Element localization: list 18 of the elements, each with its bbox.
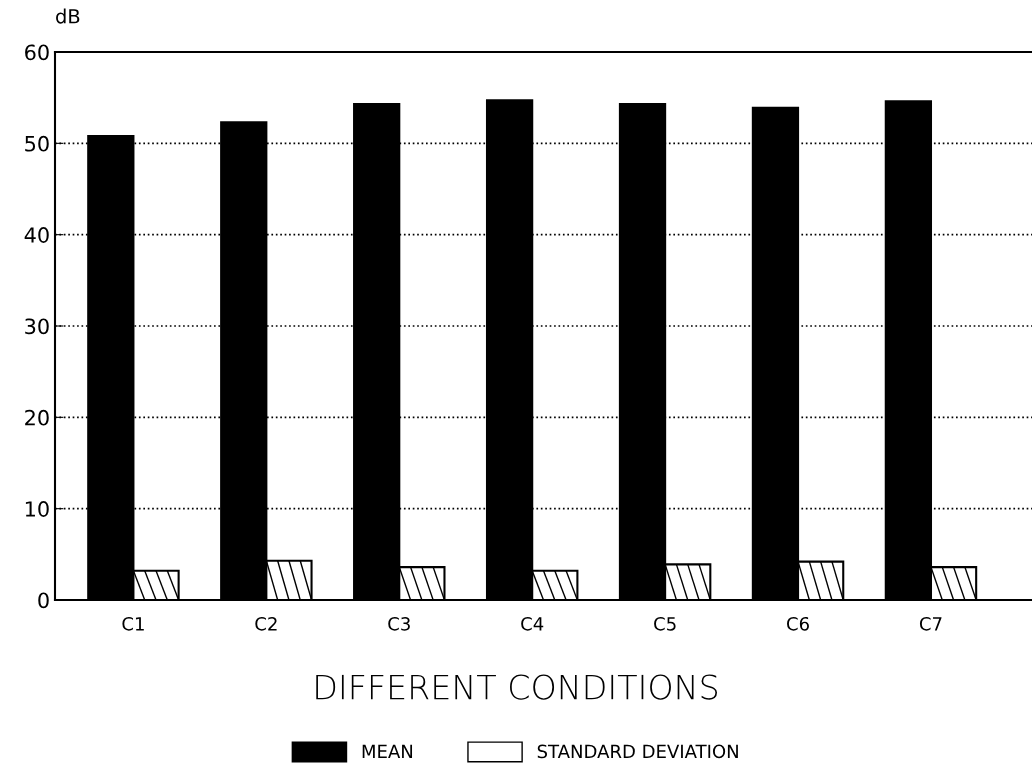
x-axis-title: DIFFERENT CONDITIONS — [316, 674, 718, 700]
y-tick-label: 40 — [24, 227, 49, 243]
x-tick-label: C3 — [388, 616, 410, 631]
x-tick-label: C4 — [521, 616, 544, 631]
legend-label: MEAN — [362, 744, 413, 758]
y-tick-label: 20 — [25, 409, 49, 426]
y-tick-label: 30 — [25, 318, 49, 335]
y-tick-label: 0 — [38, 592, 49, 609]
x-tick-label: C5 — [654, 616, 676, 631]
y-tick-label: 60 — [25, 44, 49, 61]
x-tick-label: C2 — [255, 616, 277, 631]
x-tick-label: C6 — [787, 616, 809, 631]
y-axis-title: dB — [56, 8, 80, 24]
y-tick-label: 10 — [25, 501, 49, 517]
x-tick-label: C7 — [919, 616, 942, 631]
x-tick-label: C1 — [122, 616, 144, 631]
y-tick-label: 50 — [25, 135, 49, 152]
legend-label: STANDARD DEVIATION — [537, 744, 738, 759]
